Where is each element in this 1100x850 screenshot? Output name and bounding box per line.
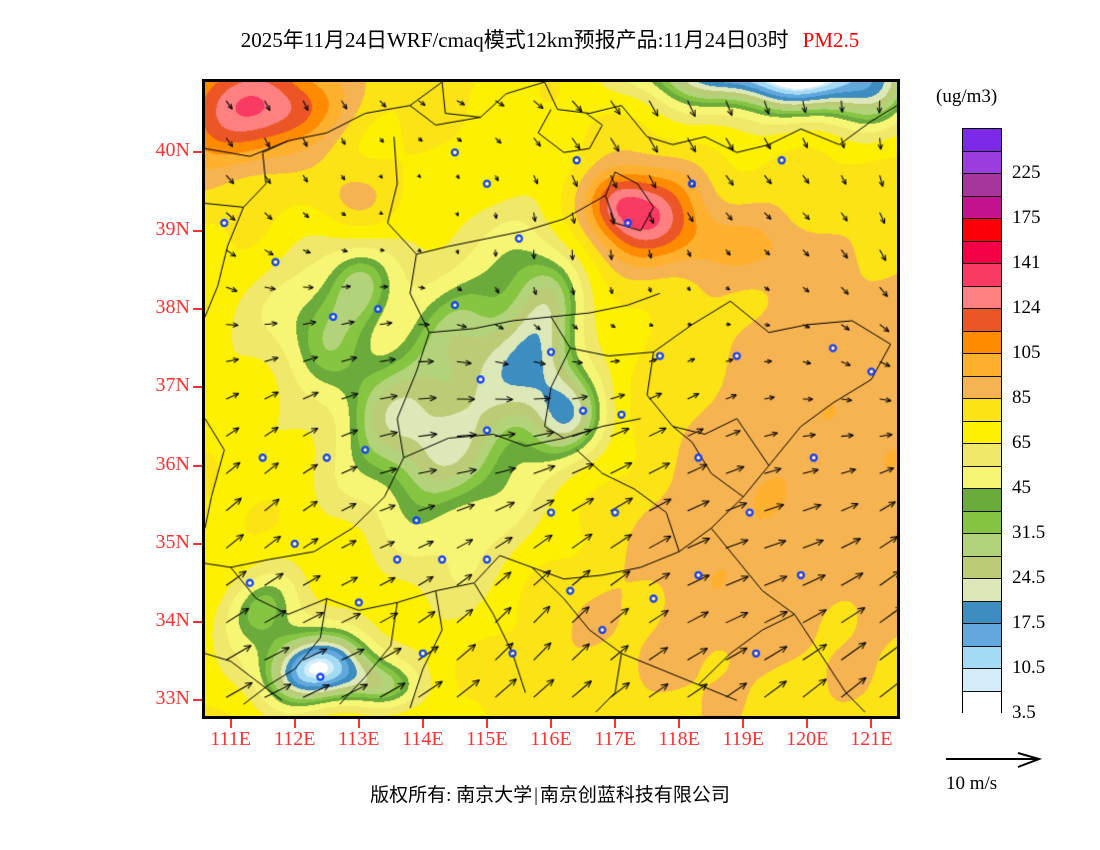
x-axis-tick [229, 719, 232, 728]
y-axis-tick-label: 39N [155, 217, 190, 240]
colorbar-cell [963, 421, 1001, 444]
y-axis-tick [193, 386, 202, 389]
x-axis-tick-label: 117E [594, 728, 636, 750]
y-axis-tick [193, 621, 202, 624]
x-axis-tick [870, 719, 873, 728]
map-canvas[interactable] [205, 82, 897, 716]
x-axis-tick-label: 113E [338, 728, 380, 750]
x-axis-tick [678, 719, 681, 728]
x-axis-tick [357, 719, 360, 728]
colorbar-cell [963, 376, 1001, 399]
colorbar-cell [963, 646, 1001, 669]
colorbar-tick-label: 105 [1012, 342, 1041, 363]
colorbar-tick-label: 45 [1012, 477, 1031, 498]
y-axis-tick [193, 307, 202, 310]
colorbar-tick-label: 24.5 [1012, 567, 1046, 588]
colorbar-cell [963, 556, 1001, 579]
colorbar-cell [963, 264, 1001, 287]
y-axis-tick-label: 35N [155, 530, 190, 553]
colorbar-tick-label: 225 [1012, 162, 1041, 183]
colorbar-cell [963, 534, 1001, 557]
colorbar-tick-label: 10.5 [1012, 657, 1046, 678]
colorbar-cell [963, 309, 1001, 332]
y-axis-tick-label: 36N [155, 452, 190, 475]
y-axis-tick-label: 38N [155, 295, 190, 318]
page-title: 2025年11月24日WRF/cmaq模式12km预报产品:11月24日03时 P… [0, 24, 1100, 54]
colorbar-tick-label: 17.5 [1012, 612, 1046, 633]
footer-company: 南京创蓝科技有限公司 [539, 785, 730, 806]
colorbar-cell [963, 286, 1001, 309]
y-axis-tick [193, 542, 202, 545]
footer-owner: 版权所有: 南京大学 [370, 785, 533, 806]
x-axis-tick [614, 719, 617, 728]
y-axis-tick-label: 34N [155, 609, 190, 632]
y-axis-tick-label: 33N [155, 687, 190, 710]
wind-scale-key: 10 m/s [944, 752, 1074, 795]
colorbar-cell [963, 129, 1001, 152]
colorbar-tick-label: 141 [1012, 252, 1041, 273]
x-axis-tick [806, 719, 809, 728]
colorbar-cell [963, 669, 1001, 692]
colorbar-tick-label: 124 [1012, 297, 1041, 318]
x-axis-tick-label: 116E [530, 728, 572, 750]
colorbar-tick-label: 3.5 [1012, 702, 1036, 723]
wind-scale-label: 10 m/s [946, 773, 998, 794]
x-axis-tick-label: 119E [722, 728, 764, 750]
x-axis-tick-label: 112E [273, 728, 316, 750]
colorbar-cell [963, 624, 1001, 647]
title-main-text: 2025年11月24日WRF/cmaq模式12km预报产品:11月24日03时 [240, 28, 789, 52]
y-axis-tick-label: 37N [155, 374, 190, 397]
colorbar-cell [963, 511, 1001, 534]
colorbar-cell [963, 579, 1001, 602]
colorbar-cell [963, 444, 1001, 467]
x-axis-tick [421, 719, 424, 728]
y-axis-tick [193, 699, 202, 702]
colorbar-cell [963, 196, 1001, 219]
colorbar-cell [963, 601, 1001, 624]
y-axis-tick-label: 40N [155, 139, 190, 162]
colorbar-cell [963, 354, 1001, 377]
footer-copyright: 版权所有: 南京大学 | 南京创蓝科技有限公司 [0, 780, 1100, 807]
title-species-text: PM2.5 [802, 28, 860, 52]
x-axis-tick-label: 120E [786, 728, 829, 750]
x-axis-tick [485, 719, 488, 728]
colorbar-cell [963, 489, 1001, 512]
map-plot-area[interactable] [202, 79, 900, 719]
colorbar-cell [963, 399, 1001, 422]
y-axis-tick [193, 229, 202, 232]
y-axis-tick [193, 464, 202, 467]
x-axis-tick [742, 719, 745, 728]
x-axis-tick-label: 121E [850, 728, 893, 750]
colorbar-cell [963, 691, 1001, 714]
y-axis-tick [193, 151, 202, 154]
colorbar-cell [963, 241, 1001, 264]
x-axis-tick-label: 114E [402, 728, 444, 750]
x-axis-tick-label: 118E [658, 728, 700, 750]
colorbar-cell [963, 331, 1001, 354]
right-arrow-icon [946, 752, 1043, 768]
colorbar-tick-label: 85 [1012, 387, 1031, 408]
footer-separator: | [534, 785, 538, 806]
x-axis-tick-label: 111E [210, 728, 251, 750]
colorbar-cell [963, 151, 1001, 174]
x-axis-tick [550, 719, 552, 728]
colorbar-tick-label: 65 [1012, 432, 1031, 453]
colorbar-cell [963, 466, 1001, 489]
x-axis-tick-label: 115E [466, 728, 508, 750]
colorbar-tick-label: 175 [1012, 207, 1041, 228]
colorbar[interactable] [962, 128, 1002, 714]
colorbar-cell [963, 174, 1001, 197]
x-axis-tick [293, 719, 296, 728]
colorbar-cell [963, 219, 1001, 242]
colorbar-tick-label: 31.5 [1012, 522, 1046, 543]
colorbar-unit-label: (ug/m3) [936, 86, 998, 107]
